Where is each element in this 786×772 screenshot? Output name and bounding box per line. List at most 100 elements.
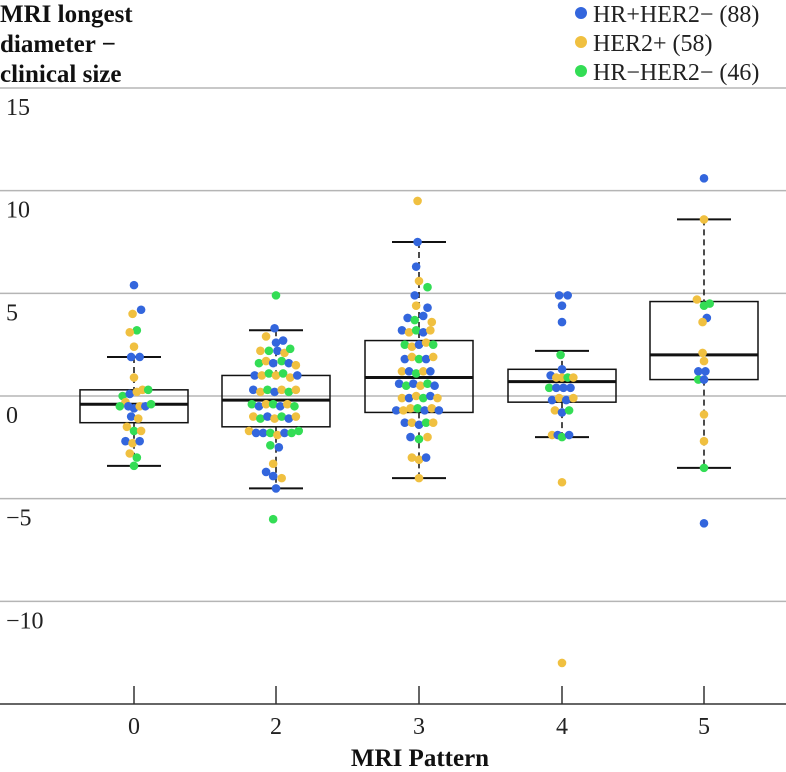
data-point — [699, 174, 709, 183]
data-point — [284, 358, 294, 368]
data-point — [557, 408, 567, 417]
data-point — [428, 340, 438, 349]
data-point — [554, 291, 564, 300]
data-point — [428, 352, 438, 362]
box-plots — [79, 218, 759, 490]
data-point — [264, 369, 274, 378]
data-point — [285, 344, 295, 354]
data-point — [128, 438, 137, 448]
x-tick-label: 5 — [698, 714, 710, 740]
data-point — [277, 356, 286, 366]
data-point — [277, 412, 286, 421]
data-point — [552, 383, 561, 393]
data-point — [129, 426, 139, 436]
data-point — [261, 467, 271, 477]
data-point — [275, 401, 285, 411]
data-point — [404, 328, 414, 337]
data-point — [271, 371, 281, 380]
data-point — [569, 393, 578, 403]
data-point — [550, 406, 560, 415]
legend-entry: HR−HER2− (46) — [593, 60, 759, 86]
data-point — [403, 313, 412, 323]
data-point — [126, 412, 136, 421]
y-axis-label: MRI longest diameter − clinical size — [0, 1, 133, 88]
data-point — [278, 336, 288, 345]
data-point — [285, 373, 295, 382]
data-point — [414, 434, 424, 444]
data-point — [407, 352, 417, 362]
data-point — [421, 338, 431, 347]
data-point — [271, 484, 281, 493]
data-point — [273, 346, 282, 356]
data-point — [430, 381, 439, 391]
data-point — [244, 426, 254, 436]
data-point — [256, 346, 265, 356]
data-point — [391, 406, 401, 415]
data-point — [291, 412, 301, 421]
y-axis-label-line: MRI longest — [0, 1, 133, 28]
data-point — [122, 422, 132, 432]
data-point — [694, 367, 703, 376]
x-axis-label: MRI Pattern — [351, 745, 489, 772]
data-point — [115, 401, 125, 411]
data-point — [407, 342, 417, 352]
data-point — [705, 299, 714, 308]
data-point — [410, 315, 420, 325]
data-point — [264, 346, 274, 356]
data-point — [409, 379, 418, 388]
data-point — [268, 514, 278, 524]
legend-entry: HER2+ (58) — [593, 31, 713, 57]
data-point — [271, 291, 281, 300]
data-point — [566, 383, 575, 393]
data-point — [414, 276, 424, 286]
data-point — [427, 317, 437, 327]
data-point — [411, 262, 421, 271]
data-point — [561, 395, 571, 405]
data-point — [699, 519, 709, 528]
data-point — [692, 295, 702, 304]
data-point — [129, 280, 139, 290]
data-point — [414, 455, 424, 464]
data-point — [423, 432, 432, 442]
y-axis-label-line: clinical size — [0, 61, 122, 88]
data-point — [557, 301, 567, 310]
data-point — [266, 428, 275, 438]
data-point — [270, 414, 279, 423]
data-point — [277, 385, 286, 395]
data-point — [557, 365, 567, 374]
data-point — [257, 371, 267, 380]
data-point — [125, 449, 135, 458]
data-point — [559, 383, 568, 393]
data-point — [413, 196, 422, 206]
data-point — [418, 367, 428, 376]
data-point — [261, 332, 271, 341]
data-point — [434, 406, 444, 415]
y-tick-labels: 15 10 5 0 −5 −10 — [6, 95, 44, 634]
data-point — [129, 342, 139, 352]
data-point — [544, 383, 554, 393]
box-plot — [364, 241, 474, 480]
data-point — [261, 356, 271, 366]
data-point — [400, 340, 410, 349]
data-point — [250, 371, 259, 380]
data-point — [420, 406, 429, 415]
data-point — [291, 360, 301, 370]
data-point — [263, 385, 272, 395]
data-point — [284, 414, 294, 423]
data-point — [397, 325, 407, 335]
data-point — [268, 471, 278, 481]
data-point — [143, 385, 153, 395]
y-tick-label: 10 — [6, 198, 30, 224]
data-point — [291, 385, 301, 395]
data-point — [254, 358, 264, 368]
data-point — [400, 418, 410, 427]
legend-marker — [575, 7, 587, 19]
y-tick-label: −5 — [6, 506, 32, 532]
data-point — [256, 414, 265, 423]
data-point — [418, 311, 428, 321]
x-axis: 0 2 3 4 5 — [128, 686, 710, 740]
data-point — [698, 317, 707, 327]
data-point — [407, 453, 417, 462]
data-point — [406, 404, 415, 413]
